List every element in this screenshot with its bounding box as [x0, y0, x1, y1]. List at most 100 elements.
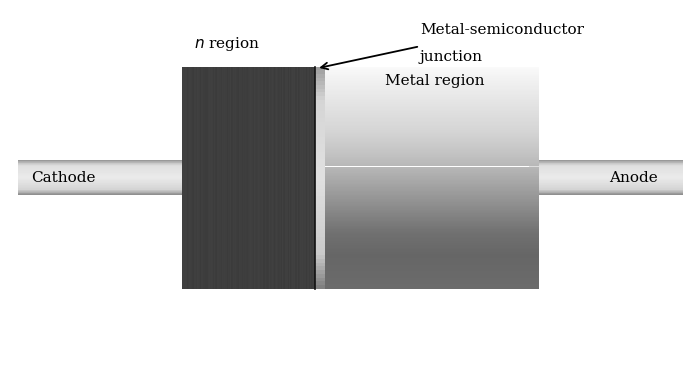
Bar — [325, 248, 539, 249]
Bar — [325, 132, 539, 133]
Bar — [315, 244, 325, 248]
Bar — [539, 175, 682, 176]
Bar — [539, 184, 682, 185]
Bar — [325, 95, 539, 96]
Bar — [325, 92, 539, 94]
Bar — [182, 148, 192, 152]
Bar — [325, 216, 539, 217]
Bar — [529, 130, 539, 133]
Bar — [539, 173, 682, 174]
Bar — [529, 92, 539, 96]
Bar — [529, 144, 539, 148]
Bar — [315, 252, 325, 255]
Bar — [325, 88, 539, 89]
Bar — [325, 285, 539, 286]
Bar — [325, 83, 539, 84]
Bar — [529, 85, 539, 89]
Bar — [325, 110, 539, 111]
Bar — [315, 144, 325, 148]
Bar — [315, 233, 325, 237]
Bar — [325, 171, 539, 173]
Bar — [315, 155, 325, 159]
Bar — [182, 237, 192, 241]
Bar — [315, 141, 325, 144]
Bar — [18, 162, 182, 163]
Bar — [315, 118, 325, 122]
Bar — [325, 179, 539, 180]
Bar — [539, 176, 682, 177]
Bar — [325, 238, 539, 239]
Bar — [325, 253, 539, 254]
Bar — [529, 248, 539, 252]
Bar — [18, 186, 182, 187]
Bar — [325, 190, 539, 191]
Bar — [18, 171, 182, 172]
Bar — [315, 270, 325, 274]
Bar — [325, 120, 539, 121]
Bar — [325, 104, 539, 105]
Bar — [182, 259, 192, 263]
Bar — [325, 169, 539, 170]
Bar — [182, 266, 192, 270]
Bar — [325, 75, 539, 77]
Bar — [18, 181, 182, 182]
Bar — [182, 226, 192, 229]
Bar — [182, 163, 192, 167]
Bar — [529, 174, 539, 178]
Bar — [539, 186, 682, 187]
Bar — [325, 164, 539, 165]
Bar — [315, 137, 325, 141]
Bar — [182, 274, 192, 278]
Bar — [315, 185, 325, 189]
Bar — [529, 270, 539, 274]
Bar — [325, 128, 539, 130]
Bar — [182, 196, 192, 200]
Bar — [315, 189, 325, 192]
Bar — [529, 285, 539, 289]
Bar — [325, 101, 539, 102]
Bar — [539, 174, 682, 175]
Bar — [529, 192, 539, 196]
Bar — [529, 141, 539, 144]
Bar — [18, 179, 182, 180]
Bar — [18, 194, 182, 195]
Bar — [529, 152, 539, 155]
Bar — [18, 180, 182, 181]
Bar — [325, 260, 539, 262]
Bar — [539, 161, 682, 162]
Bar — [182, 192, 192, 196]
Bar — [182, 204, 192, 207]
Bar — [325, 112, 539, 114]
Bar — [18, 175, 182, 176]
Bar — [315, 126, 325, 130]
Bar — [325, 196, 539, 197]
Bar — [182, 174, 192, 178]
Bar — [325, 258, 539, 259]
Bar — [325, 237, 539, 238]
Bar — [325, 158, 539, 159]
Bar — [325, 180, 539, 181]
Bar — [315, 226, 325, 229]
Bar — [315, 74, 325, 78]
Bar — [325, 278, 539, 279]
Bar — [315, 237, 325, 241]
Bar — [182, 118, 192, 122]
Bar — [325, 215, 539, 216]
Bar — [325, 136, 539, 137]
Bar — [325, 206, 539, 207]
Bar — [182, 141, 192, 144]
Bar — [529, 166, 539, 170]
Bar — [325, 189, 539, 190]
Bar — [529, 100, 539, 104]
Bar — [325, 89, 539, 90]
Bar — [182, 92, 192, 96]
Bar — [539, 165, 682, 166]
Bar — [325, 252, 539, 253]
Bar — [315, 240, 325, 244]
Bar — [18, 188, 182, 189]
Bar — [325, 185, 539, 186]
Bar — [325, 134, 539, 136]
Bar — [182, 218, 192, 222]
Bar — [182, 240, 192, 244]
Bar — [315, 204, 325, 207]
